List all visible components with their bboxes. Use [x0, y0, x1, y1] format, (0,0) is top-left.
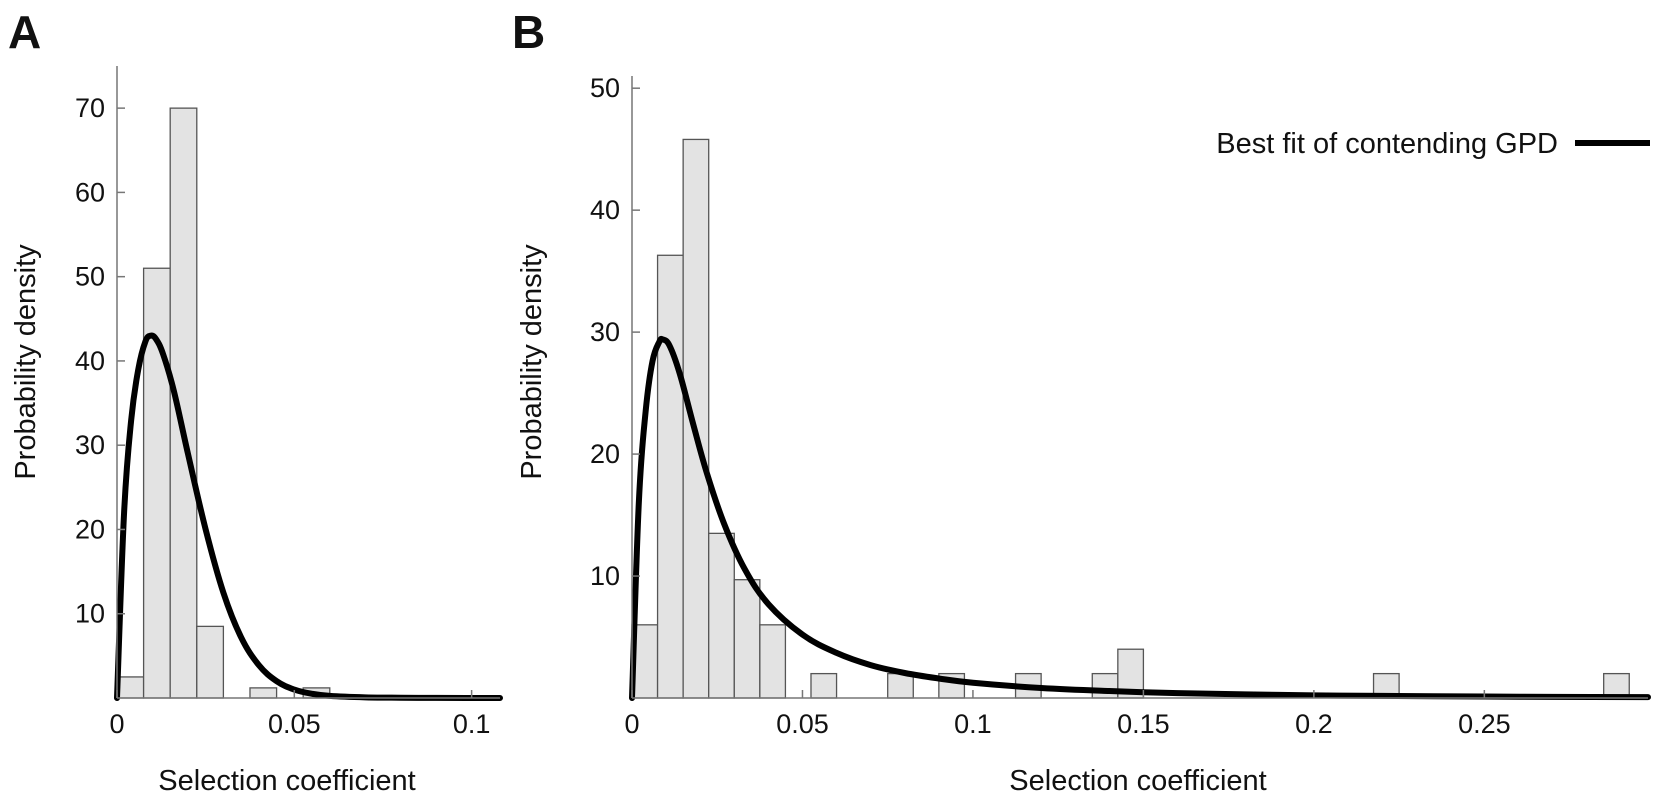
y-tick-label: 40: [590, 195, 620, 225]
histogram-bar: [682, 138, 710, 699]
histogram-bar: [708, 532, 735, 699]
x-tick-label: 0.05: [268, 709, 321, 739]
y-tick-label: 40: [75, 346, 105, 376]
histogram-bar: [656, 254, 684, 699]
x-tick-label: 0: [624, 709, 639, 739]
panel-b: B Probability density Selection coeffici…: [512, 6, 1651, 797]
panel-a-letter: A: [8, 6, 41, 58]
x-tick-label: 0.05: [776, 709, 829, 739]
y-tick-label: 20: [590, 439, 620, 469]
y-tick-label: 10: [590, 561, 620, 591]
histogram-bar: [1603, 672, 1630, 699]
panel-b-legend: Best fit of contending GPD: [1216, 128, 1650, 160]
x-tick-label: 0.1: [453, 709, 491, 739]
y-tick-label: 10: [75, 599, 105, 629]
histogram-bar: [1091, 672, 1119, 699]
y-tick-label: 50: [75, 262, 105, 292]
x-tick-label: 0.2: [1295, 709, 1333, 739]
y-tick-label: 50: [590, 73, 620, 103]
x-tick-label: 0: [109, 709, 124, 739]
panel-b-x-axis-title: Selection coefficient: [1009, 765, 1266, 797]
panel-a-histogram: [116, 107, 331, 699]
y-tick-label: 60: [75, 177, 105, 207]
histogram-bar: [810, 672, 838, 699]
histogram-bar: [733, 579, 761, 699]
panel-a: A Probability density Selection coeffici…: [8, 6, 503, 797]
y-tick-label: 30: [590, 317, 620, 347]
y-tick-label: 30: [75, 430, 105, 460]
histogram-bar: [249, 687, 278, 699]
histogram-bar: [759, 624, 787, 699]
panel-b-y-axis-title: Probability density: [516, 244, 548, 480]
y-tick-label: 20: [75, 514, 105, 544]
panel-b-axes: 0 0.05 0.1 0.15 0.2 0.25 10 20 30 40 50: [590, 73, 1648, 739]
panel-b-letter: B: [512, 6, 545, 58]
legend-entry-label: Best fit of contending GPD: [1216, 128, 1558, 160]
panel-b-fit-curve-group: [629, 335, 1651, 701]
panel-a-x-axis-title: Selection coefficient: [158, 765, 415, 797]
histogram-bar: [887, 672, 914, 699]
panel-a-y-axis-title: Probability density: [10, 244, 42, 480]
x-tick-label: 0.25: [1458, 709, 1511, 739]
x-tick-label: 0.1: [954, 709, 992, 739]
panel-a-axes: 0 0.05 0.1 10 20 30 40 50 60 70: [75, 66, 500, 739]
histogram-bar: [142, 267, 171, 699]
histogram-bar: [116, 676, 145, 699]
x-tick-label: 0.15: [1117, 709, 1170, 739]
y-tick-label: 70: [75, 93, 105, 123]
histogram-bar: [196, 625, 225, 699]
panel-b-histogram: [631, 138, 1630, 699]
fit-curve: [629, 335, 1651, 701]
